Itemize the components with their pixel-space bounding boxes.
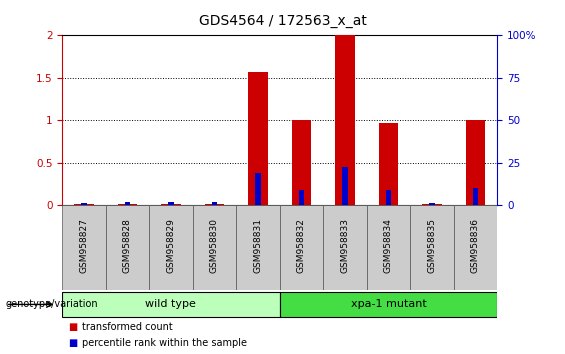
Bar [299,190,304,205]
Text: GSM958830: GSM958830 [210,218,219,273]
Bar [422,204,442,205]
Bar [193,205,236,290]
Bar [125,202,130,205]
Bar [62,292,280,317]
Text: percentile rank within the sample: percentile rank within the sample [82,338,247,348]
Bar [367,205,410,290]
Bar [335,35,355,205]
Text: ■: ■ [68,338,77,348]
Bar [149,205,193,290]
Text: GSM958829: GSM958829 [167,218,175,273]
Bar [74,204,94,205]
Text: GSM958832: GSM958832 [297,218,306,273]
Bar [62,205,106,290]
Bar [466,120,485,205]
Bar [280,292,497,317]
Bar [342,167,347,205]
Bar [323,205,367,290]
Bar [429,203,434,205]
Bar [118,204,137,205]
Bar [236,205,280,290]
Bar [161,204,181,205]
Bar [280,205,323,290]
Bar [473,188,478,205]
Bar [454,205,497,290]
Bar [292,120,311,205]
Bar [205,204,224,205]
Bar [379,123,398,205]
Text: wild type: wild type [145,299,197,309]
Text: GSM958831: GSM958831 [254,218,262,273]
Text: GSM958827: GSM958827 [80,218,88,273]
Bar [212,202,217,205]
Text: ■: ■ [68,322,77,332]
Text: genotype/variation: genotype/variation [6,299,98,309]
Bar [386,190,391,205]
Text: transformed count: transformed count [82,322,173,332]
Text: GSM958835: GSM958835 [428,218,436,273]
Bar [248,72,268,205]
Text: GSM958836: GSM958836 [471,218,480,273]
Bar [168,202,173,205]
Bar [81,203,86,205]
Bar [255,173,260,205]
Bar [410,205,454,290]
Text: GSM958834: GSM958834 [384,218,393,273]
Text: xpa-1 mutant: xpa-1 mutant [350,299,427,309]
Bar [106,205,149,290]
Text: GSM958828: GSM958828 [123,218,132,273]
Text: GDS4564 / 172563_x_at: GDS4564 / 172563_x_at [198,14,367,28]
Text: GSM958833: GSM958833 [341,218,349,273]
